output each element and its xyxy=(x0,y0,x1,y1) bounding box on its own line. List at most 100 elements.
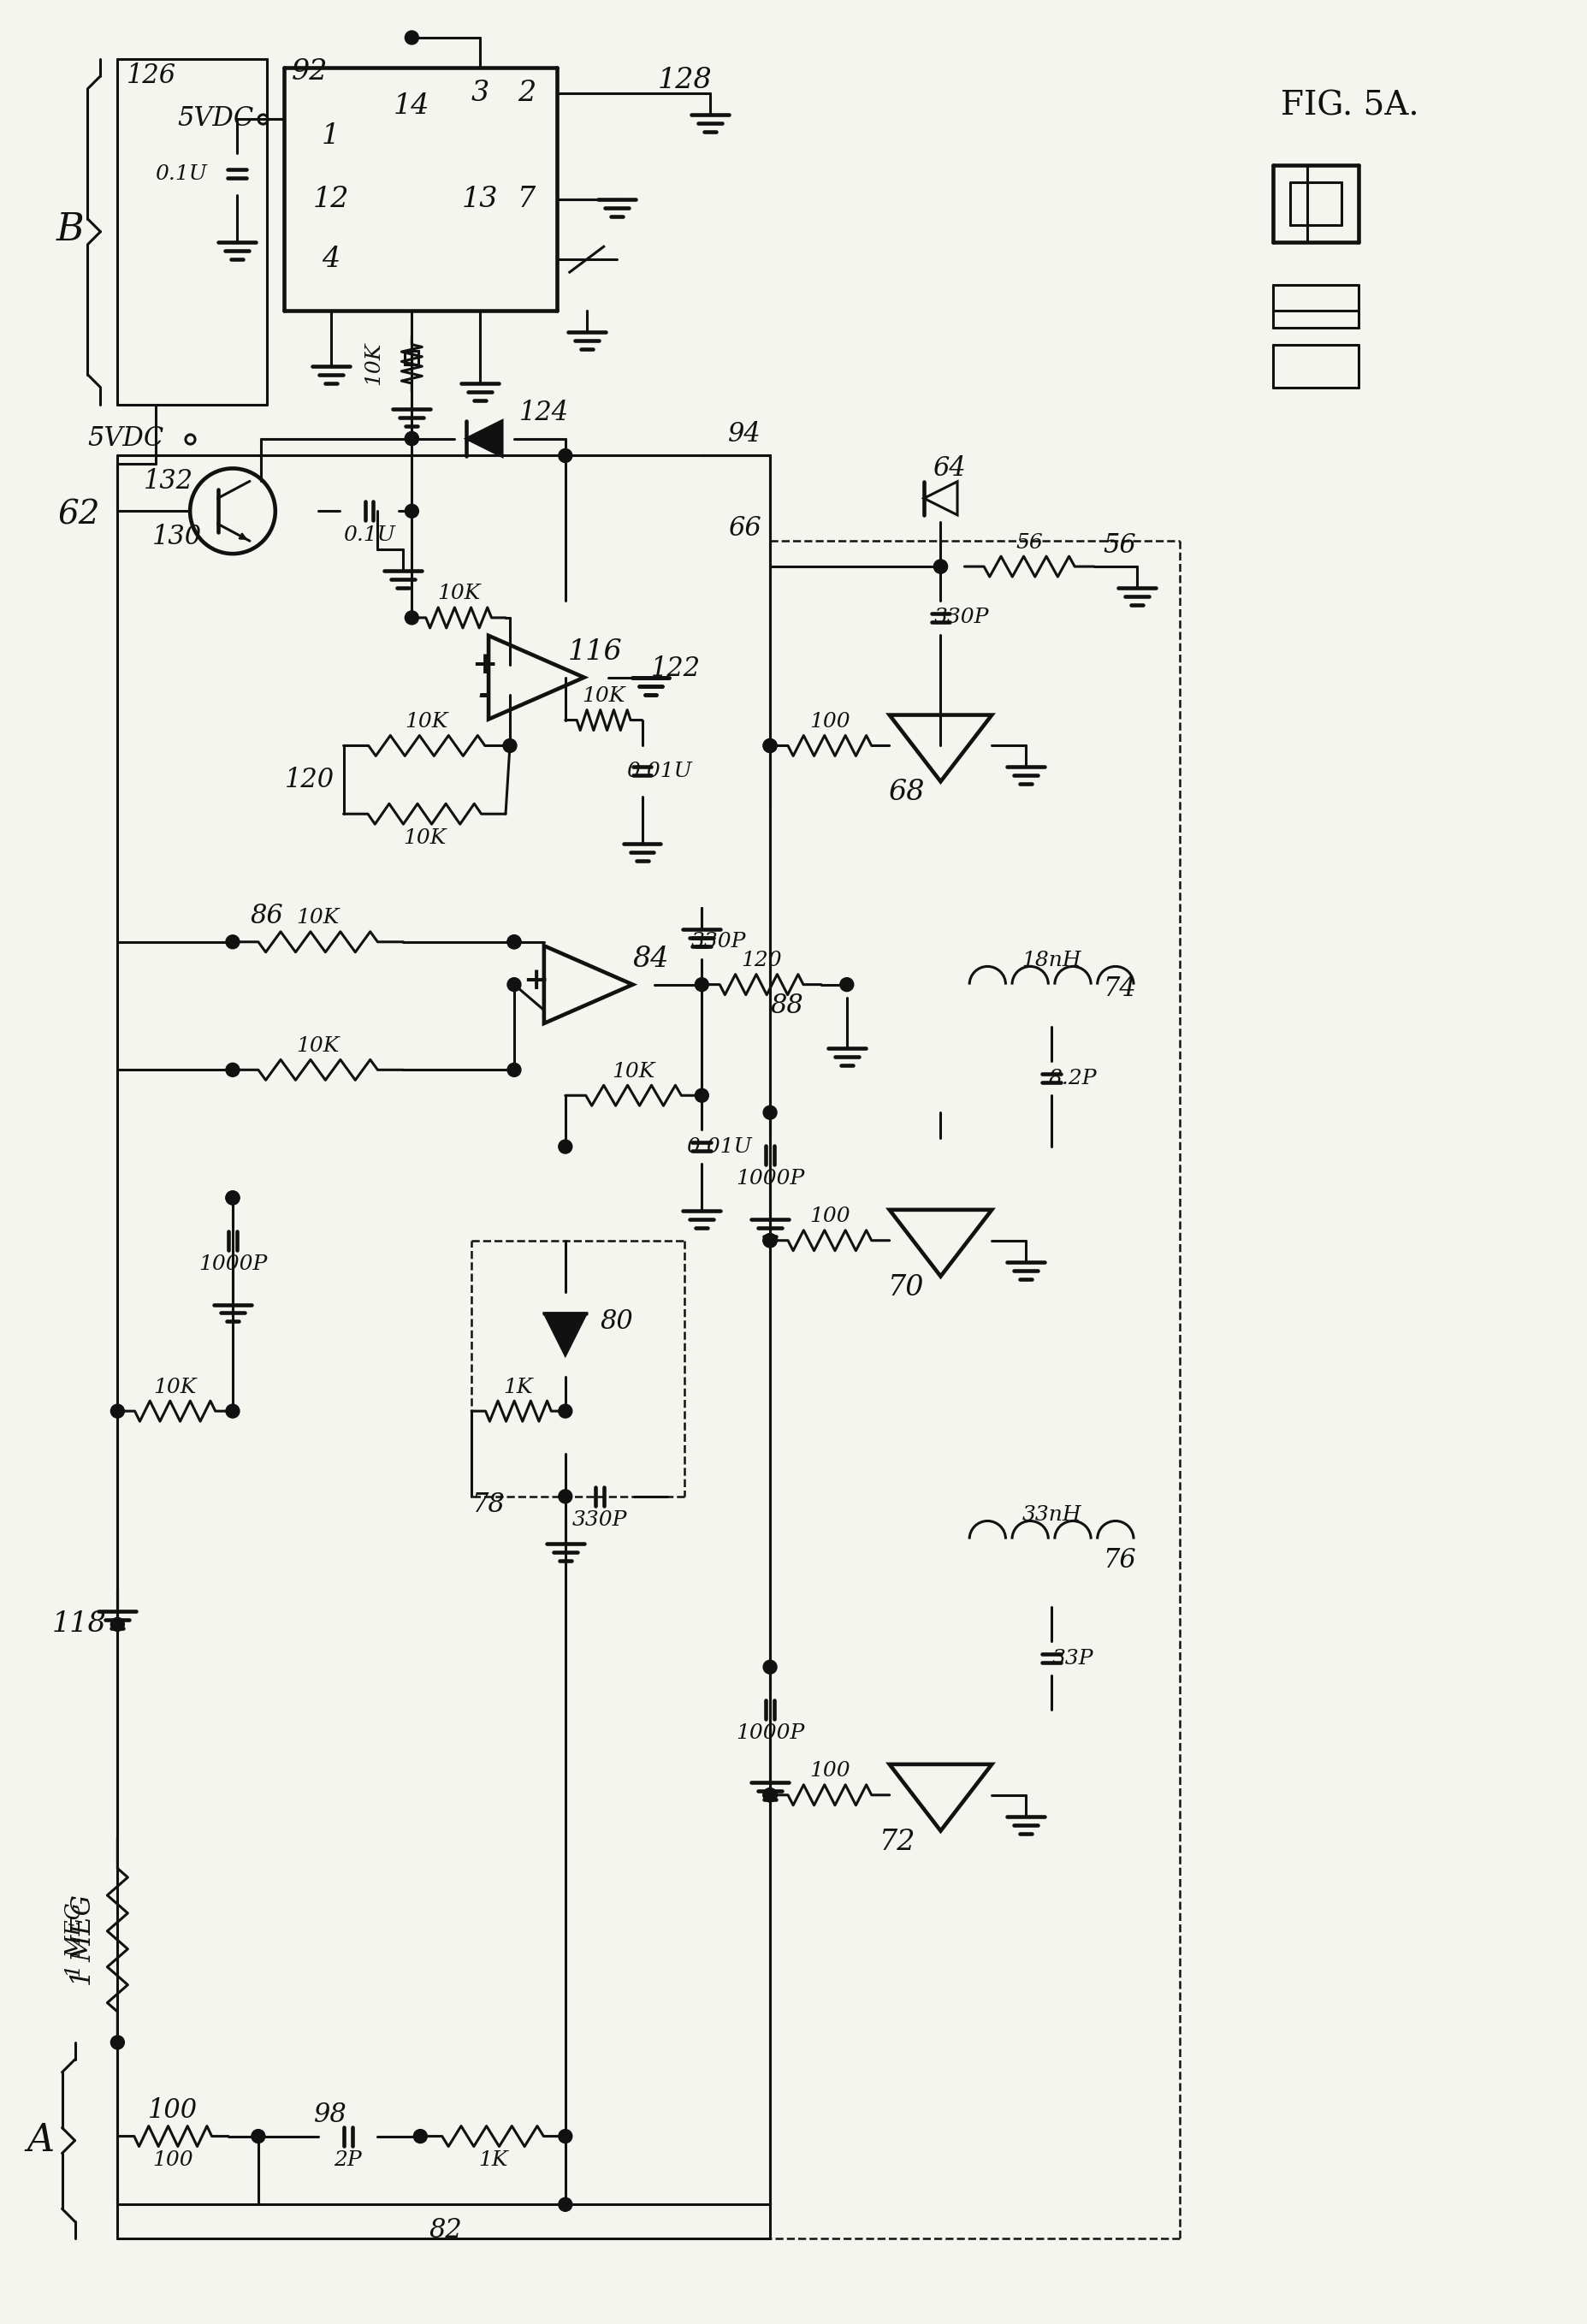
Text: 10K: 10K xyxy=(611,1062,655,1081)
Text: 126: 126 xyxy=(127,63,176,88)
Text: 2: 2 xyxy=(517,79,536,107)
Text: 100: 100 xyxy=(809,711,849,732)
Text: 56: 56 xyxy=(1103,532,1136,558)
Circle shape xyxy=(763,1234,776,1248)
Circle shape xyxy=(405,504,419,518)
Text: 33nH: 33nH xyxy=(1020,1506,1081,1525)
Circle shape xyxy=(405,30,419,44)
Circle shape xyxy=(763,739,776,753)
Circle shape xyxy=(405,432,419,446)
Circle shape xyxy=(763,1659,776,1673)
Text: 76: 76 xyxy=(1103,1548,1136,1573)
Circle shape xyxy=(225,1404,240,1418)
Text: 14: 14 xyxy=(394,93,430,119)
Text: 120: 120 xyxy=(741,951,781,971)
Text: 10K: 10K xyxy=(403,827,446,848)
Circle shape xyxy=(508,978,521,992)
Text: 10K: 10K xyxy=(436,583,479,604)
Text: 1K: 1K xyxy=(503,1378,533,1397)
Circle shape xyxy=(559,1404,571,1418)
Text: 74: 74 xyxy=(1103,976,1136,1002)
Text: 10K: 10K xyxy=(297,1037,340,1055)
Text: 7: 7 xyxy=(517,186,536,214)
Text: 1000P: 1000P xyxy=(198,1255,267,1274)
Text: 56: 56 xyxy=(1016,532,1043,553)
Circle shape xyxy=(503,739,516,753)
Circle shape xyxy=(763,1787,776,1801)
Text: 92: 92 xyxy=(290,58,327,86)
Text: 18nH: 18nH xyxy=(1020,951,1081,971)
Circle shape xyxy=(763,1106,776,1120)
Text: +: + xyxy=(522,967,548,995)
Text: 116: 116 xyxy=(568,639,622,665)
Text: 62: 62 xyxy=(59,500,100,532)
Circle shape xyxy=(111,1618,124,1631)
Circle shape xyxy=(763,1234,776,1248)
Text: 78: 78 xyxy=(471,1492,505,1518)
Text: 10K: 10K xyxy=(363,342,382,386)
Circle shape xyxy=(413,2129,427,2143)
Text: 2P: 2P xyxy=(333,2150,362,2171)
Text: 98: 98 xyxy=(314,2101,348,2129)
Text: 80: 80 xyxy=(600,1308,633,1334)
Text: 0.01U: 0.01U xyxy=(686,1136,751,1157)
Circle shape xyxy=(559,1490,571,1504)
Text: 10K: 10K xyxy=(154,1378,197,1397)
Circle shape xyxy=(225,1190,240,1204)
Text: -: - xyxy=(478,681,490,709)
Text: 100: 100 xyxy=(152,2150,194,2171)
Circle shape xyxy=(559,2129,571,2143)
Text: 128: 128 xyxy=(657,67,711,93)
Text: 1000P: 1000P xyxy=(735,1169,805,1190)
Text: 5VDC: 5VDC xyxy=(178,105,254,132)
Text: 66: 66 xyxy=(727,516,760,541)
Text: 10K: 10K xyxy=(405,711,448,732)
Text: 94: 94 xyxy=(727,421,760,449)
Circle shape xyxy=(508,934,521,948)
Text: 0.1U: 0.1U xyxy=(343,525,395,544)
Text: 118: 118 xyxy=(52,1611,106,1638)
Text: 84: 84 xyxy=(632,946,668,974)
Circle shape xyxy=(840,978,854,992)
Text: 5VDC: 5VDC xyxy=(87,425,163,451)
Circle shape xyxy=(508,1062,521,1076)
Circle shape xyxy=(559,1139,571,1153)
Text: 13: 13 xyxy=(462,186,498,214)
Text: 4: 4 xyxy=(322,246,340,274)
Text: +: + xyxy=(471,651,497,679)
Text: 100: 100 xyxy=(809,1762,849,1780)
Text: 100: 100 xyxy=(148,2096,198,2124)
Text: 132: 132 xyxy=(144,467,194,495)
Circle shape xyxy=(251,2129,265,2143)
Text: 124: 124 xyxy=(519,400,568,425)
Circle shape xyxy=(933,560,947,574)
Text: 100: 100 xyxy=(809,1206,849,1227)
Circle shape xyxy=(405,611,419,625)
Text: 330P: 330P xyxy=(690,932,746,953)
Text: B: B xyxy=(57,211,84,249)
Text: 33P: 33P xyxy=(1052,1648,1093,1669)
Text: 64: 64 xyxy=(932,456,965,481)
Polygon shape xyxy=(544,1313,586,1355)
Circle shape xyxy=(763,739,776,753)
Circle shape xyxy=(559,449,571,462)
Text: 68: 68 xyxy=(887,779,924,806)
Circle shape xyxy=(225,1190,240,1204)
Text: 8.2P: 8.2P xyxy=(1047,1069,1097,1088)
Circle shape xyxy=(933,560,947,574)
Text: 130: 130 xyxy=(152,523,202,551)
Circle shape xyxy=(225,1062,240,1076)
Text: 0.01U: 0.01U xyxy=(625,762,692,781)
Text: 1K: 1K xyxy=(478,2150,508,2171)
Text: A: A xyxy=(27,2122,54,2159)
Text: 330P: 330P xyxy=(933,609,989,627)
Text: 88: 88 xyxy=(770,992,803,1020)
Polygon shape xyxy=(467,421,501,456)
Text: 3: 3 xyxy=(471,79,489,107)
Text: 10K: 10K xyxy=(297,909,340,927)
Text: 10K: 10K xyxy=(582,686,625,706)
Text: 72: 72 xyxy=(879,1829,916,1855)
Circle shape xyxy=(225,934,240,948)
Text: 82: 82 xyxy=(428,2217,462,2243)
Text: 330P: 330P xyxy=(571,1511,627,1529)
